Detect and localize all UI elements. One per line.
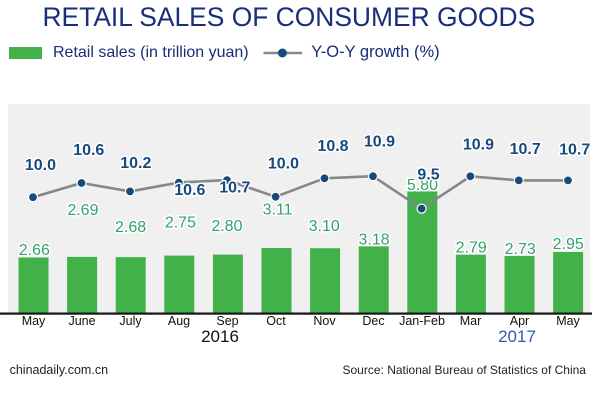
svg-text:Jan-Feb: Jan-Feb xyxy=(399,314,445,328)
svg-text:Source: National Bureau of Sta: Source: National Bureau of Statistics of… xyxy=(343,363,587,377)
svg-text:June: June xyxy=(68,314,95,328)
svg-text:Aug: Aug xyxy=(168,314,190,328)
svg-text:10.6: 10.6 xyxy=(73,142,104,159)
svg-text:10.7: 10.7 xyxy=(559,141,590,158)
svg-text:9.5: 9.5 xyxy=(417,167,439,184)
svg-text:Nov: Nov xyxy=(313,314,336,328)
svg-text:2.80: 2.80 xyxy=(211,218,242,235)
svg-text:2.68: 2.68 xyxy=(115,219,146,236)
svg-text:May: May xyxy=(22,314,46,328)
svg-text:Retail sales (in trillion yuan: Retail sales (in trillion yuan) xyxy=(53,44,249,61)
svg-text:Oct: Oct xyxy=(266,314,286,328)
svg-text:chinadaily.com.cn: chinadaily.com.cn xyxy=(10,363,108,377)
svg-text:10.0: 10.0 xyxy=(268,156,299,173)
svg-text:2.79: 2.79 xyxy=(456,240,487,257)
svg-text:2.66: 2.66 xyxy=(19,242,50,259)
svg-text:2.69: 2.69 xyxy=(67,202,98,219)
svg-text:July: July xyxy=(119,314,142,328)
svg-text:2.75: 2.75 xyxy=(165,215,196,232)
svg-text:10.9: 10.9 xyxy=(463,137,494,154)
svg-text:Mar: Mar xyxy=(460,314,482,328)
svg-text:RETAIL SALES OF CONSUMER GOODS: RETAIL SALES OF CONSUMER GOODS xyxy=(43,2,536,32)
svg-text:10.7: 10.7 xyxy=(510,141,541,158)
svg-text:10.2: 10.2 xyxy=(120,155,151,172)
svg-text:Sep: Sep xyxy=(216,314,238,328)
svg-text:May: May xyxy=(556,314,580,328)
svg-text:10.6: 10.6 xyxy=(174,182,205,199)
svg-text:3.18: 3.18 xyxy=(359,232,390,249)
svg-text:5.80: 5.80 xyxy=(407,177,438,194)
svg-text:2.95: 2.95 xyxy=(553,236,584,253)
svg-text:2017: 2017 xyxy=(498,327,536,346)
svg-text:Y-O-Y growth (%): Y-O-Y growth (%) xyxy=(311,43,439,61)
svg-text:Apr: Apr xyxy=(510,314,529,328)
svg-text:10.0: 10.0 xyxy=(25,157,56,174)
svg-text:3.11: 3.11 xyxy=(263,201,293,218)
svg-text:10.8: 10.8 xyxy=(317,138,348,155)
svg-text:2016: 2016 xyxy=(201,327,239,346)
svg-text:2.73: 2.73 xyxy=(505,241,536,258)
svg-text:10.7: 10.7 xyxy=(219,179,250,196)
svg-text:Dec: Dec xyxy=(362,314,384,328)
svg-text:3.10: 3.10 xyxy=(309,218,340,235)
svg-text:10.9: 10.9 xyxy=(364,133,395,150)
